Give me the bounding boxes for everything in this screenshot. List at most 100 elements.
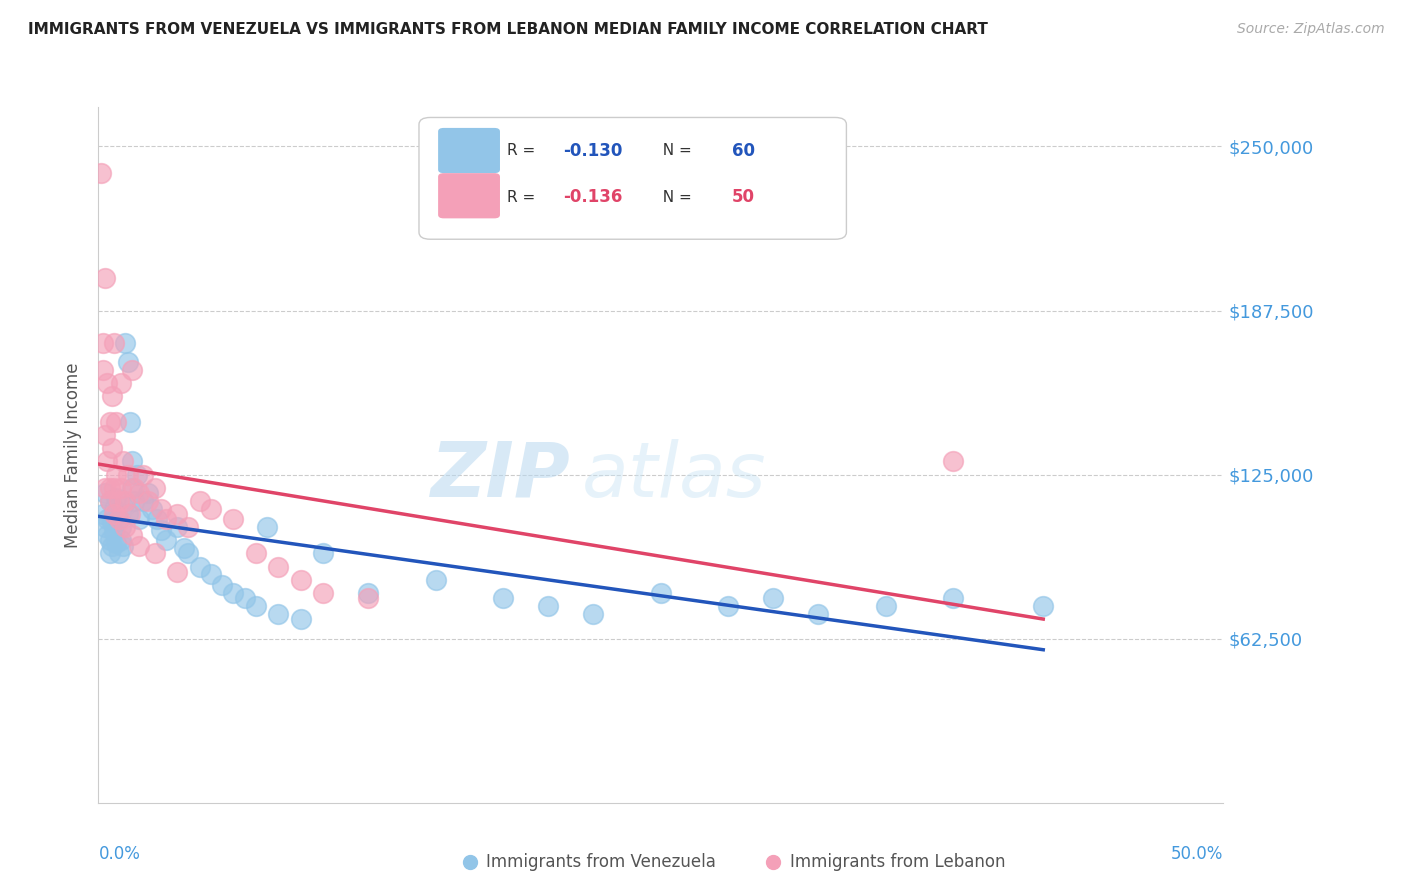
Point (132, 494, 155, 508)
Text: 0.0%: 0.0% (98, 845, 141, 863)
Point (312, 586, 335, 600)
Point (121, 454, 143, 468)
Point (101, 515, 124, 529)
Point (107, 546, 129, 560)
Point (762, 591, 785, 605)
Point (105, 491, 128, 506)
Point (290, 573, 312, 587)
Point (112, 454, 135, 468)
Point (136, 486, 159, 500)
Point (146, 512, 169, 526)
Point (94, 486, 117, 500)
Point (245, 546, 267, 560)
Point (582, 607, 605, 621)
Point (492, 591, 515, 605)
Point (107, 512, 129, 526)
Point (222, 586, 245, 600)
Point (105, 415, 128, 429)
Point (807, 607, 830, 621)
Point (177, 546, 200, 560)
Text: Immigrants from Venezuela: Immigrants from Venezuela (486, 853, 716, 871)
Point (98, 533, 121, 548)
Point (200, 567, 222, 582)
Point (267, 559, 290, 574)
Point (101, 539, 124, 553)
Point (103, 501, 125, 516)
Point (107, 512, 129, 526)
Text: Immigrants from Lebanon: Immigrants from Lebanon (790, 853, 1005, 871)
FancyBboxPatch shape (439, 173, 501, 219)
Text: IMMIGRANTS FROM VENEZUELA VS IMMIGRANTS FROM LEBANON MEDIAN FAMILY INCOME CORREL: IMMIGRANTS FROM VENEZUELA VS IMMIGRANTS … (28, 22, 988, 37)
Point (128, 539, 150, 553)
Text: N =: N = (652, 144, 696, 159)
Text: 50.0%: 50.0% (1171, 845, 1223, 863)
Point (188, 559, 211, 574)
Text: N =: N = (652, 190, 696, 205)
Point (114, 494, 136, 508)
Point (96, 512, 118, 526)
Point (98, 481, 121, 495)
Text: 50: 50 (731, 188, 755, 206)
Point (94, 481, 117, 495)
Text: -0.130: -0.130 (562, 142, 623, 160)
Point (101, 442, 124, 456)
Point (128, 512, 150, 526)
Point (90, 166, 112, 180)
Text: R =: R = (506, 144, 540, 159)
Point (110, 520, 132, 534)
Point (91, 507, 114, 521)
Point (1032, 599, 1054, 613)
Point (103, 525, 125, 540)
Point (98, 546, 121, 560)
Text: 60: 60 (731, 142, 755, 160)
Point (942, 591, 965, 605)
Point (200, 501, 222, 516)
Point (118, 507, 141, 521)
Point (103, 481, 125, 495)
Point (141, 501, 163, 516)
Point (110, 481, 132, 495)
Point (132, 467, 155, 482)
Point (245, 599, 267, 613)
Point (290, 612, 312, 626)
Point (222, 512, 245, 526)
Point (124, 481, 146, 495)
FancyBboxPatch shape (439, 128, 501, 173)
Point (110, 376, 132, 390)
Text: atlas: atlas (582, 439, 766, 513)
Point (91, 362, 114, 376)
Point (94, 270, 117, 285)
Point (125, 467, 148, 482)
Point (107, 494, 129, 508)
Point (128, 486, 150, 500)
Point (94, 428, 117, 442)
Point (717, 599, 740, 613)
Point (103, 507, 125, 521)
Point (211, 578, 233, 592)
Text: ZIP: ZIP (432, 439, 571, 513)
Point (166, 507, 188, 521)
Point (166, 565, 188, 579)
Point (650, 586, 672, 600)
Point (121, 528, 143, 542)
Point (121, 362, 143, 376)
Text: Source: ZipAtlas.com: Source: ZipAtlas.com (1237, 22, 1385, 37)
Point (942, 454, 965, 468)
Point (155, 512, 177, 526)
Text: -0.136: -0.136 (562, 188, 623, 206)
Point (117, 467, 139, 482)
Point (96, 454, 118, 468)
Point (150, 501, 173, 516)
Point (110, 533, 132, 548)
Point (112, 539, 135, 553)
Point (91, 336, 114, 351)
Point (166, 520, 188, 534)
Point (267, 607, 290, 621)
Point (537, 599, 560, 613)
Point (117, 355, 139, 369)
Point (155, 533, 177, 548)
FancyBboxPatch shape (419, 118, 846, 239)
Point (98, 494, 121, 508)
Point (312, 546, 335, 560)
Point (98, 415, 121, 429)
